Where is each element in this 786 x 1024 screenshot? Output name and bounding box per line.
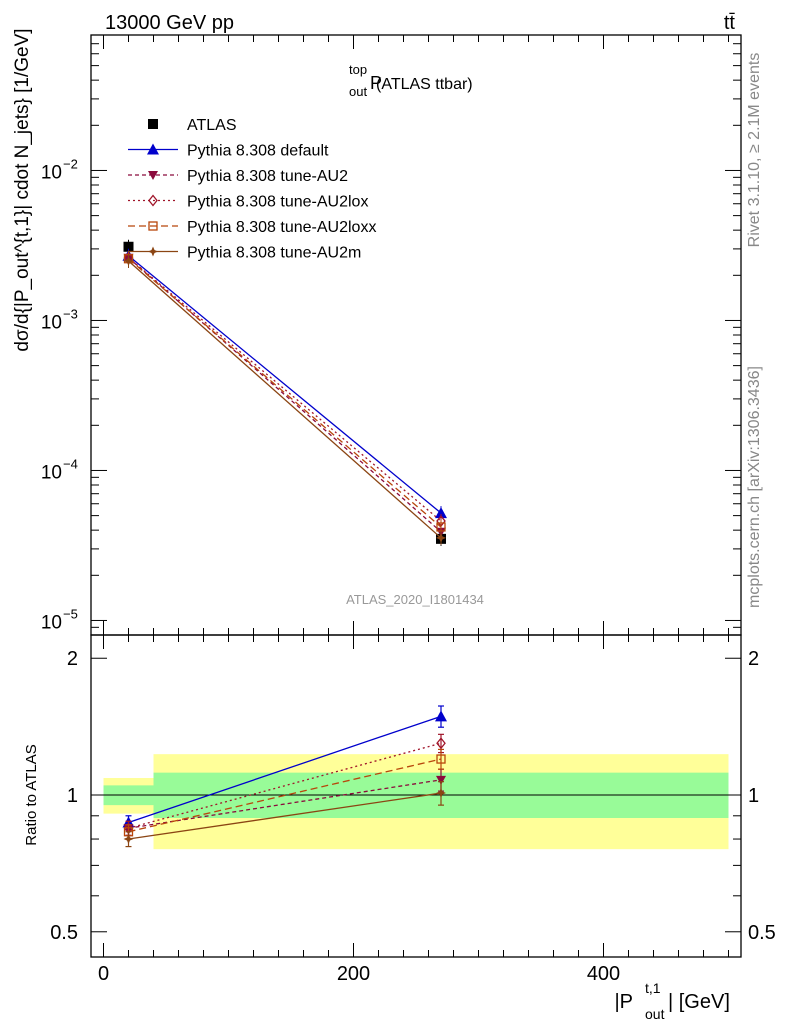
legend-label-au2: Pythia 8.308 tune-AU2 (187, 168, 348, 185)
legend-marker-au2 (148, 171, 158, 180)
ratio-y-tick-label-left: 1 (67, 785, 78, 807)
beam-label: 13000 GeV pp (105, 12, 234, 34)
process-label: tt̄ (724, 12, 736, 34)
ratio-point-au2m (123, 834, 134, 845)
ratio-y-tick-label-right: 1 (748, 785, 759, 807)
main-y-tick-exponent: −2 (63, 156, 78, 171)
ratio-series-line-default (128, 715, 442, 824)
main-series-line-au2lox (128, 257, 442, 522)
main-point-au2m (123, 256, 134, 267)
ratio-point-default (435, 710, 447, 722)
analysis-watermark: ATLAS_2020_I1801434 (346, 592, 484, 607)
ratio-point-au2lox (436, 737, 446, 750)
main-series-line-au2 (128, 257, 442, 533)
main-series-line-au2m (128, 260, 442, 539)
legend-label-au2m: Pythia 8.308 tune-AU2m (187, 245, 361, 262)
plot-title-sup: top (349, 62, 367, 77)
ratio-point-au2loxx (436, 754, 446, 764)
main-y-tick-label: 10 (41, 462, 62, 483)
main-y-tick-label: 10 (41, 612, 62, 633)
legend-marker-default (147, 143, 159, 155)
ratio-series-line-au2lox (128, 742, 442, 829)
x-tick-label: 200 (337, 963, 370, 985)
x-tick-label: 0 (98, 963, 109, 985)
legend-marker-au2lox (148, 194, 158, 207)
ratio-plot-series (122, 705, 447, 848)
main-y-tick-label: 10 (41, 162, 62, 183)
ratio-series-line-au2 (128, 779, 442, 829)
main-series-line-default (128, 255, 442, 514)
main-y-tick-exponent: −5 (63, 606, 78, 621)
ratio-y-tick-label-left: 0.5 (50, 922, 78, 944)
legend-label-atlas: ATLAS (187, 117, 237, 134)
ratio-series-line-au2loxx (128, 758, 442, 833)
ratio-y-tick-label-right: 0.5 (748, 922, 776, 944)
main-point-au2m (436, 532, 446, 543)
ratio-y-axis-label: Ratio to ATLAS (23, 744, 40, 845)
legend-label-au2loxx: Pythia 8.308 tune-AU2loxx (187, 219, 376, 236)
main-plot-series (122, 239, 447, 546)
plot-title-rest: (ATLAS ttbar) (376, 76, 473, 93)
legend-label-default: Pythia 8.308 default (187, 143, 329, 160)
x-axis-label-rest: | [GeV] (668, 991, 730, 1013)
legend-marker-atlas (148, 119, 158, 129)
main-y-tick-exponent: −4 (63, 456, 78, 471)
main-point-default (435, 507, 447, 519)
legend-marker-au2loxx (148, 221, 158, 231)
main-y-axis-label: dσ/d{|P_out^{t,1}| cdot N_jets} [1/GeV] (12, 28, 33, 351)
ratio-plot-frame (90, 634, 742, 958)
legend-label-au2lox: Pythia 8.308 tune-AU2lox (187, 194, 368, 211)
ratio-y-tick-label-left: 2 (67, 648, 78, 670)
x-tick-label: 400 (587, 963, 620, 985)
ratio-point-au2 (436, 775, 446, 785)
main-series-line-au2loxx (128, 258, 442, 528)
main-y-tick-exponent: −3 (63, 306, 78, 321)
rivet-version-label: Rivet 3.1.10, ≥ 2.1M events (746, 53, 763, 248)
ratio-point-au2m (436, 788, 446, 799)
main-point-atlas (123, 241, 134, 252)
plot-title-main: P (370, 73, 382, 93)
x-axis-label-sub: out (645, 1006, 665, 1022)
main-y-tick-label: 10 (41, 312, 62, 333)
ratio-uncertainty-bands (103, 754, 729, 850)
ratio-series-line-au2m (128, 792, 442, 840)
legend: ATLAS Pythia 8.308 default Pythia 8.308 tu… (128, 117, 376, 262)
legend-marker-au2m (148, 246, 158, 257)
x-axis-label-main: |P (614, 991, 633, 1013)
x-axis-label-sup: t,1 (645, 980, 661, 996)
ratio-y-tick-label-right: 2 (748, 648, 759, 670)
mcplots-source-label: mcplots.cern.ch [arXiv:1306.3436] (746, 366, 763, 608)
plot-title-sub: out (349, 84, 367, 99)
